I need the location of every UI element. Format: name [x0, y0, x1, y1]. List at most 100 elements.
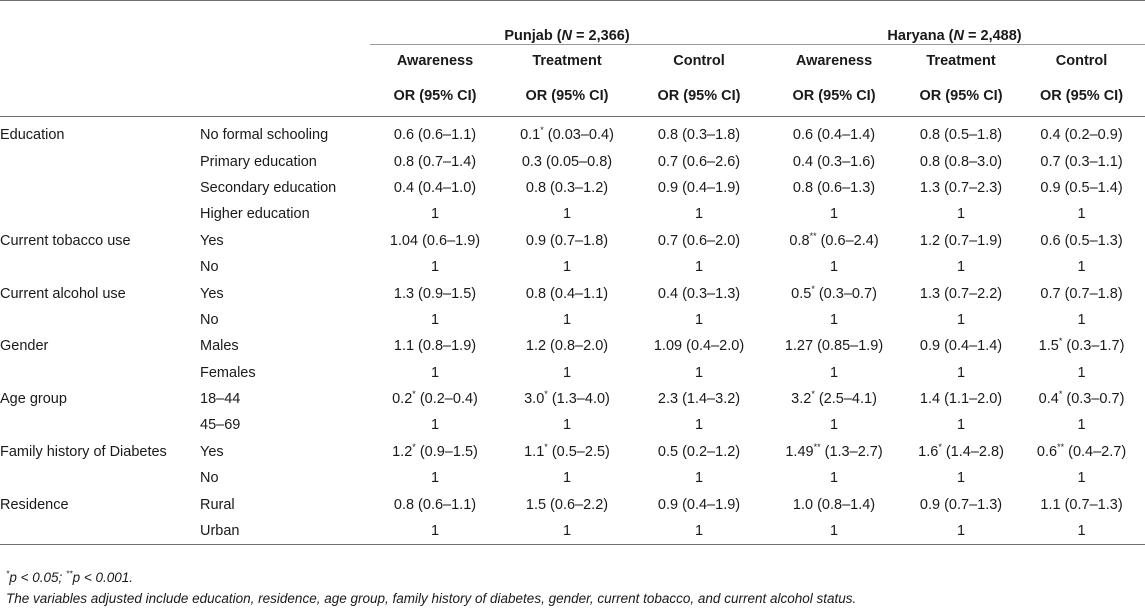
or-cell: 1 — [1077, 417, 1086, 434]
row-category: No formal schooling — [200, 127, 329, 144]
row-category: Rural — [200, 496, 235, 513]
or-cell: 1 — [829, 206, 839, 223]
table-row: Family history of Diabetes Yes 1.2* (0.9–1… — [0, 439, 1145, 465]
row-category: Higher education — [200, 206, 310, 223]
row-variable — [0, 201, 200, 227]
row-variable: Family history of Diabetes — [0, 443, 167, 460]
row-category: No — [200, 470, 219, 487]
or-cell: 0.8 (0.6–1.1) — [393, 496, 477, 513]
ci-label: OR (95% CI) — [370, 76, 500, 117]
or-cell: 0.4 (0.2–0.9) — [1040, 127, 1123, 144]
row-category: Yes — [200, 443, 224, 460]
or-cell: 1 — [562, 259, 572, 276]
or-cell: 1 — [430, 311, 440, 328]
or-cell: 1 — [956, 259, 966, 276]
or-cell: 3.2* (2.5–4.1) — [791, 389, 877, 408]
row-category: Primary education — [200, 153, 317, 170]
or-cell: 0.7 (0.7–1.8) — [1040, 285, 1123, 302]
or-cell: 1 — [1077, 364, 1086, 381]
ci-label: OR (95% CI) — [764, 76, 905, 117]
or-cell: 0.4 (0.3–1.6) — [792, 153, 876, 170]
adjustment-note: The variables adjusted include education… — [6, 591, 857, 606]
ci-label: OR (95% CI) — [500, 76, 634, 117]
or-cell: 1 — [430, 470, 440, 487]
or-cell: 0.9 (0.7–1.3) — [919, 496, 1003, 513]
or-cell: 1 — [829, 417, 839, 434]
or-cell: 0.8 (0.5–1.8) — [919, 127, 1003, 144]
or-cell: 1.3 (0.9–1.5) — [393, 285, 477, 302]
row-category: Urban — [200, 517, 370, 545]
table-row: Current alcohol use Yes 1.3 (0.9–1.5) 0.8 (… — [0, 280, 1145, 306]
or-cell: 1.3 (0.7–2.2) — [919, 285, 1003, 302]
or-cell: 1 — [829, 470, 839, 487]
or-cell: 0.8** (0.6–2.4) — [789, 230, 879, 249]
row-category: No — [200, 311, 219, 328]
or-cell: 1 — [562, 417, 572, 434]
or-cell: 1.49** (1.3–2.7) — [785, 442, 883, 460]
subheader-row: Awareness Treatment Control Awareness Tr… — [0, 44, 1145, 77]
table-row: Gender Males 1.1 (0.8–1.9) 1.2 (0.8–2.0) 1.0… — [0, 333, 1145, 359]
or-cell: 0.9 (0.5–1.4) — [1040, 179, 1123, 196]
or-cell: 1.4 (1.1–2.0) — [919, 391, 1003, 408]
or-cell: 1 — [562, 470, 572, 487]
ci-label: OR (95% CI) — [634, 76, 765, 117]
or-cell: 3.0* (1.3–4.0) — [524, 389, 610, 408]
ci-label: OR (95% CI) — [904, 76, 1019, 117]
or-cell: 1.1 (0.8–1.9) — [393, 338, 477, 355]
table-row: Age group 18–44 0.2* (0.2–0.4) 3.0* (1.3–4.… — [0, 386, 1145, 412]
odds-ratio-table: Punjab (N = 2,366) Haryana (N = 2,488) A… — [0, 0, 1145, 545]
or-cell: 0.8 (0.7–1.4) — [393, 153, 477, 170]
or-cell: 0.7 (0.3–1.1) — [1040, 153, 1123, 170]
or-cell: 0.8 (0.8–3.0) — [919, 153, 1003, 170]
row-variable — [0, 307, 200, 333]
or-cell: 1.04 (0.6–1.9) — [389, 232, 481, 249]
or-cell: 1 — [1018, 517, 1145, 545]
table-body: Education No formal schooling 0.6 (0.6–1.1… — [0, 117, 1145, 545]
subheader-haryana-treatment: Treatment — [904, 44, 1019, 77]
or-cell: 1 — [694, 364, 704, 381]
or-cell: 0.7 (0.6–2.0) — [657, 232, 741, 249]
row-variable — [0, 465, 200, 491]
or-cell: 1.6* (1.4–2.8) — [918, 442, 1004, 460]
or-cell: 1 — [956, 417, 966, 434]
table-row: No 1 1 1 1 1 1 — [0, 307, 1145, 333]
row-variable: Gender — [0, 338, 49, 355]
group-header-haryana: Haryana (N = 2,488) — [764, 0, 1145, 45]
or-cell: 0.5* (0.3–0.7) — [791, 283, 877, 302]
group-header-punjab: Punjab (N = 2,366) — [370, 0, 765, 45]
significance-note: *p < 0.05; **p < 0.001. — [6, 568, 134, 585]
subheader-punjab-awareness: Awareness — [370, 44, 500, 77]
table-row: No 1 1 1 1 1 1 — [0, 465, 1145, 491]
or-cell: 1 — [694, 206, 704, 223]
or-cell: 1.5* (0.3–1.7) — [1038, 336, 1125, 355]
or-cell: 1.3 (0.7–2.3) — [919, 179, 1003, 196]
or-cell: 1 — [500, 517, 634, 545]
or-cell: 1 — [764, 517, 905, 545]
table-row: Females 1 1 1 1 1 1 — [0, 360, 1145, 386]
or-cell: 1 — [956, 470, 966, 487]
or-cell: 1.5 (0.6–2.2) — [525, 496, 609, 513]
or-cell: 1 — [562, 206, 572, 223]
table-notes: *p < 0.05; **p < 0.001. The variables ad… — [6, 567, 1136, 609]
table-row: Higher education 1 1 1 1 1 1 — [0, 201, 1145, 227]
row-variable — [0, 412, 200, 438]
or-cell: 1 — [956, 364, 966, 381]
or-cell: 1 — [1077, 259, 1086, 276]
row-variable: Age group — [0, 391, 67, 408]
or-cell: 1 — [956, 206, 966, 223]
table-row: No 1 1 1 1 1 1 — [0, 254, 1145, 280]
or-cell: 0.9 (0.4–1.9) — [657, 179, 741, 196]
table-row: Urban 1 1 1 1 1 1 — [0, 517, 1145, 545]
or-cell: 0.6 (0.5–1.3) — [1040, 232, 1123, 249]
or-cell: 0.4 (0.3–1.3) — [657, 285, 741, 302]
or-cell: 1.27 (0.85–1.9) — [784, 338, 884, 355]
or-cell: 0.8 (0.4–1.1) — [525, 285, 609, 302]
or-cell: 0.3 (0.05–0.8) — [521, 153, 613, 170]
header-blank — [0, 0, 370, 45]
or-cell: 1 — [694, 311, 704, 328]
or-cell: 1 — [1077, 470, 1086, 487]
or-cell: 0.7 (0.6–2.6) — [657, 153, 741, 170]
row-variable — [0, 254, 200, 280]
or-cell: 0.6** (0.4–2.7) — [1036, 442, 1127, 460]
row-category: Yes — [200, 285, 224, 302]
